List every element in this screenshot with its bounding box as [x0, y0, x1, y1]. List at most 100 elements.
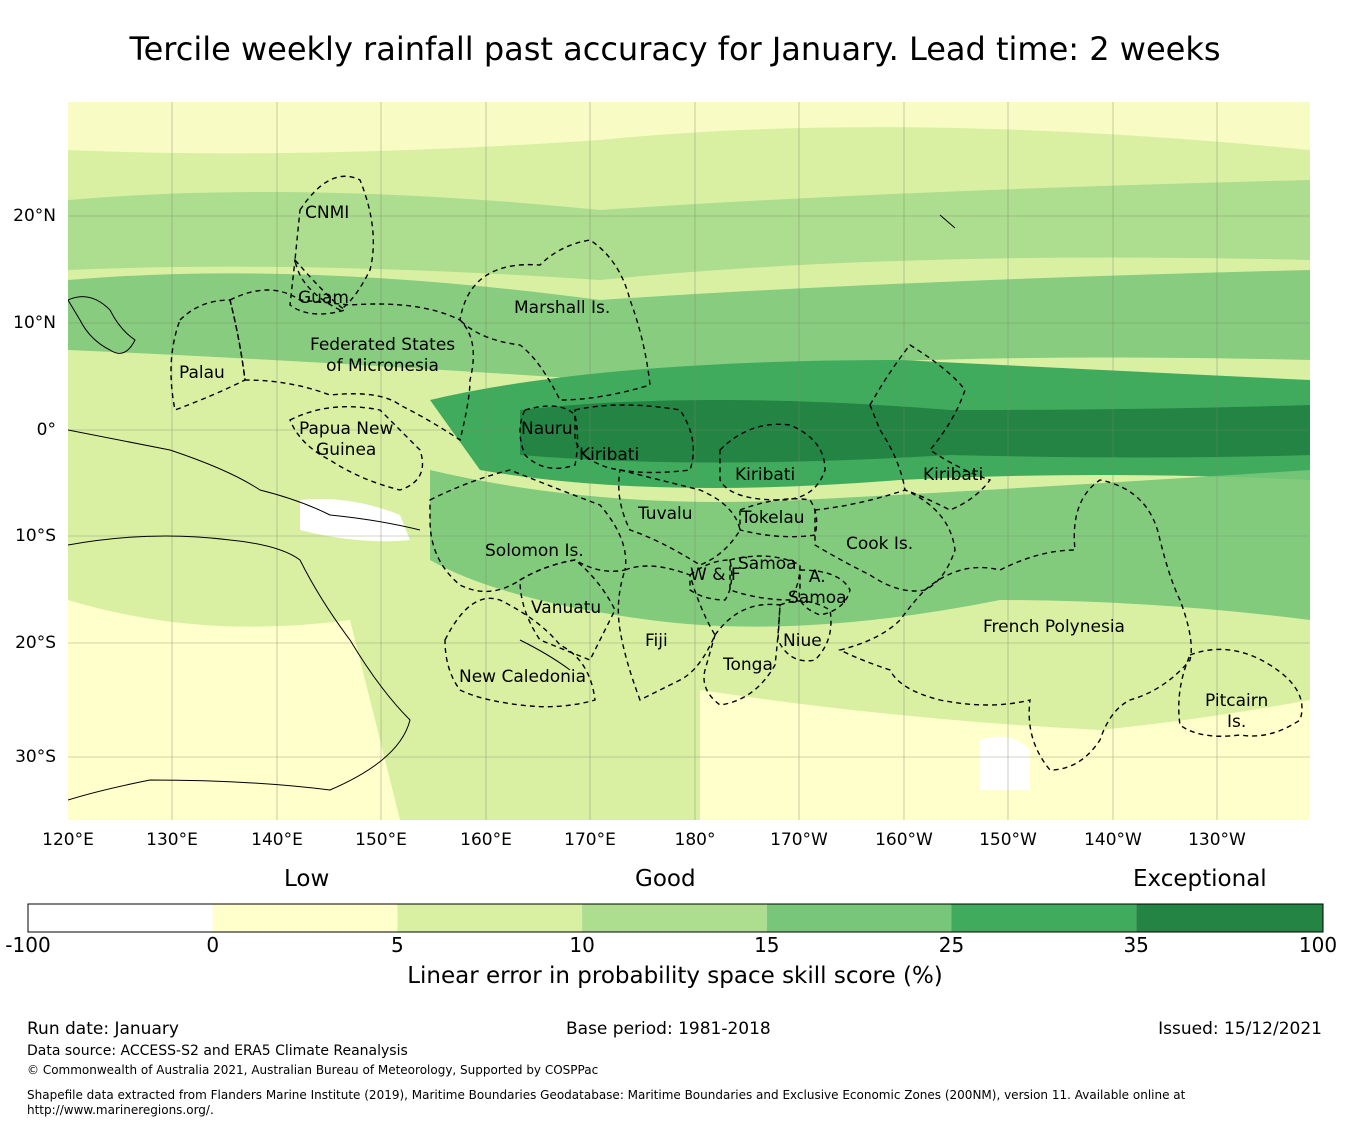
lon-label: 130°W: [1188, 830, 1246, 850]
region-label-png: Papua New Guinea: [299, 419, 394, 460]
colorbar-category-low: Low: [284, 866, 330, 892]
eez-niue: [777, 600, 832, 662]
colorbar: [27, 903, 1324, 933]
colorbar-frame: [27, 903, 1324, 933]
coast-australia: [68, 535, 411, 801]
eez-marshall: [229, 239, 651, 401]
data-source: Data source: ACCESS-S2 and ERA5 Climate …: [27, 1043, 408, 1059]
region-label-tuvalu: Tuvalu: [638, 504, 693, 524]
lat-label: 10°N: [13, 313, 56, 333]
eez-cook: [814, 489, 956, 592]
colorbar-tick: 35: [1123, 933, 1149, 957]
colorbar-tick: 100: [1298, 933, 1338, 957]
region-label-cook: Cook Is.: [846, 534, 914, 554]
colorbar-category-exceptional: Exceptional: [1133, 866, 1267, 892]
colorbar-segment: [766, 904, 952, 932]
region-label-kiribati-e: Kiribati: [923, 465, 984, 485]
colorbar-segment: [1136, 904, 1323, 932]
lon-label: 160°E: [460, 830, 512, 850]
colorbar-tick: -100: [5, 933, 51, 957]
lon-label: 130°E: [146, 830, 198, 850]
field-spcz: [430, 470, 1310, 627]
lat-label: 10°S: [15, 526, 56, 546]
run-date: Run date: January: [27, 1019, 179, 1039]
region-label-newcal: New Caledonia: [459, 667, 587, 687]
coast-new-caledonia: [519, 639, 571, 671]
region-label-fiji: Fiji: [645, 631, 668, 651]
base-period: Base period: 1981-2018: [566, 1019, 771, 1039]
graticule: [68, 102, 1310, 820]
skill-field: [68, 102, 1310, 820]
region-label-frpoly: French Polynesia: [983, 617, 1125, 637]
coastlines: [68, 214, 956, 801]
eez-tonga: [703, 603, 781, 706]
region-label-fsm: Federated States of Micronesia: [310, 335, 456, 376]
lon-label: 140°E: [251, 830, 303, 850]
issued-date: Issued: 15/12/2021: [1158, 1019, 1322, 1039]
lat-label: 20°S: [15, 633, 56, 653]
colorbar-tick: 25: [938, 933, 965, 957]
region-label-wf: W & F: [690, 565, 741, 585]
colorbar-segment: [582, 904, 767, 932]
region-label-pitcairn: Pitcairn Is.: [1205, 691, 1269, 732]
coast-hawaii: [939, 214, 956, 229]
field-equator-core: [520, 400, 1310, 463]
eez-boundaries: [170, 175, 1303, 771]
lon-label: 170°W: [770, 830, 828, 850]
colorbar-segment: [212, 904, 398, 932]
lat-label: 20°N: [13, 206, 56, 226]
eez-vanuatu: [519, 559, 616, 661]
lon-label: 160°W: [875, 830, 933, 850]
field-north-band: [68, 180, 1310, 280]
lon-label: 170°E: [564, 830, 616, 850]
eez-fiji: [617, 565, 716, 701]
region-label-tokelau: Tokelau: [741, 508, 805, 528]
colorbar-segment: [28, 904, 213, 932]
lon-label: 180°: [674, 830, 716, 850]
eez-french-polynesia: [837, 479, 1192, 771]
eez-new-caledonia: [444, 597, 596, 708]
field-north-low: [68, 102, 1310, 154]
eez-samoa: [729, 555, 801, 601]
eez-tuvalu: [618, 469, 741, 566]
colorbar-tick: 15: [754, 933, 780, 957]
shapefile-credit: Shapefile data extracted from Flanders M…: [27, 1088, 1186, 1117]
lon-label: 140°W: [1084, 830, 1142, 850]
eez-tokelau: [739, 498, 818, 538]
colorbar-category-good: Good: [635, 866, 696, 892]
coast-new-guinea: [68, 429, 421, 531]
region-label-vanuatu: Vanuatu: [531, 598, 602, 618]
colorbar-tick: 0: [206, 933, 220, 957]
region-label-guam: Guam: [298, 288, 349, 308]
colorbar-tick: 10: [569, 933, 595, 957]
eez-kiribati-c: [719, 423, 826, 501]
field-negative-patch: [980, 736, 1030, 790]
lon-label: 150°E: [355, 830, 407, 850]
field-negative-patch-png: [300, 499, 410, 542]
region-label-marshall: Marshall Is.: [514, 298, 611, 318]
lon-label: 150°W: [979, 830, 1037, 850]
region-label-niue: Niue: [783, 631, 822, 651]
eez-cnmi: [294, 175, 374, 311]
eez-pitcairn: [1178, 648, 1303, 737]
region-label-asamoa: A. Samoa: [788, 567, 847, 608]
region-label-kiribati-c: Kiribati: [735, 465, 796, 485]
colorbar-segment: [951, 904, 1137, 932]
field-australia-low: [68, 600, 400, 820]
region-label-samoa: Samoa: [738, 554, 797, 574]
region-label-solomon: Solomon Is.: [485, 541, 584, 561]
eez-fsm: [229, 299, 475, 442]
eez-guam: [289, 258, 347, 315]
field-itcz-north: [68, 270, 1310, 380]
map-title: Tercile weekly rainfall past accuracy fo…: [129, 30, 1221, 68]
region-label-cnmi: CNMI: [305, 203, 350, 223]
eez-png: [289, 406, 424, 491]
colorbar-segment: [397, 904, 583, 932]
colorbar-axis-label: Linear error in probability space skill …: [407, 963, 943, 989]
region-label-nauru: Nauru: [521, 419, 573, 439]
region-label-tonga: Tonga: [723, 655, 773, 675]
region-label-kiribati-w: Kiribati: [579, 445, 640, 465]
lat-label: 0°: [36, 420, 56, 440]
region-label-palau: Palau: [179, 363, 225, 383]
